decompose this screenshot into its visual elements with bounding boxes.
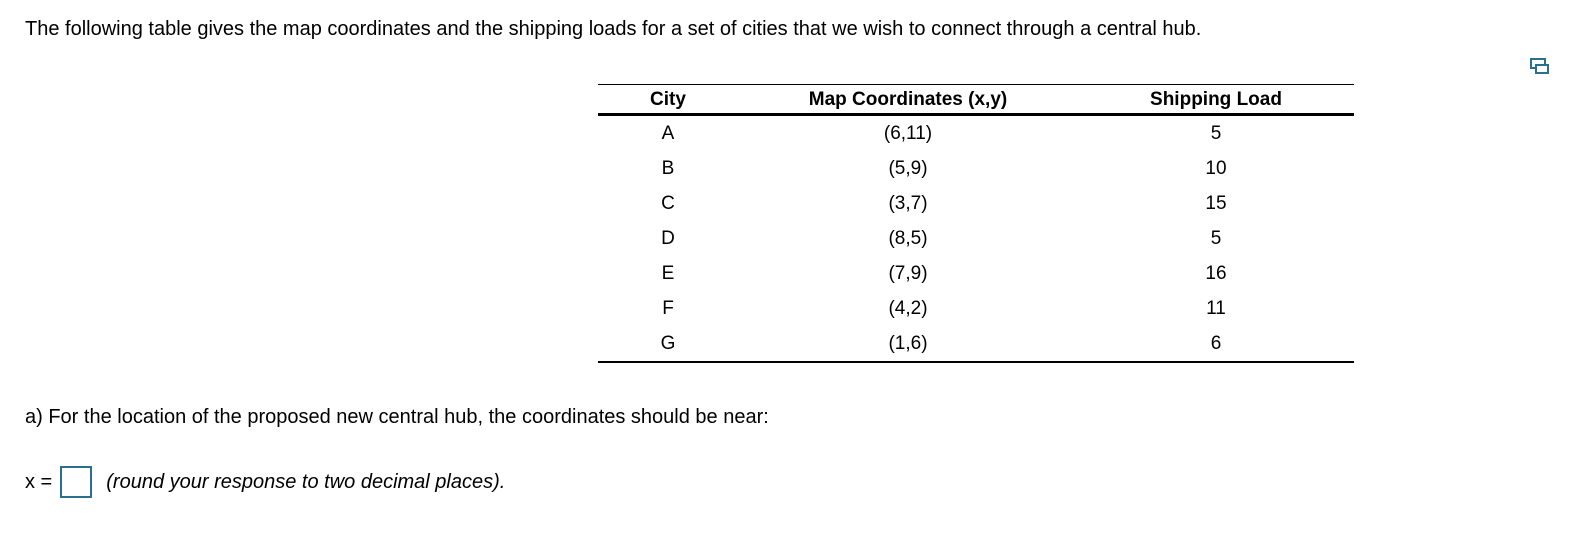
- x-answer-input[interactable]: [60, 466, 93, 498]
- cell-city: F: [662, 297, 674, 319]
- table-row: F (4,2) 11: [598, 291, 1354, 326]
- header-coordinates: Map Coordinates (x,y): [738, 84, 1078, 116]
- cell-coordinates: (1,6): [738, 326, 1078, 363]
- data-table: City Map Coordinates (x,y) Shipping Load…: [598, 84, 1354, 363]
- table-row: D (8,5) 5: [598, 221, 1354, 256]
- cell-load: 15: [1205, 192, 1227, 214]
- cell-city: G: [598, 326, 738, 363]
- cell-coordinates: (3,7): [888, 192, 928, 214]
- cell-city: E: [661, 262, 675, 284]
- table-row: C (3,7) 15: [598, 186, 1354, 221]
- table-row: A (6,11) 5: [598, 115, 1354, 152]
- cell-load: 5: [1210, 227, 1222, 249]
- question-text: a) For the location of the proposed new …: [25, 406, 769, 428]
- cell-city: C: [661, 192, 675, 214]
- answer-label: x =: [25, 470, 53, 493]
- cell-coordinates: (5,9): [888, 157, 928, 179]
- cell-coordinates: (4,2): [888, 297, 928, 319]
- table-row: E (7,9) 16: [598, 256, 1354, 291]
- intro-text: The following table gives the map coordi…: [25, 18, 1202, 40]
- answer-row: x = (round your response to two decimal …: [25, 466, 505, 498]
- cell-load: 5: [1210, 122, 1222, 144]
- cell-load: 6: [1078, 326, 1354, 363]
- header-load: Shipping Load: [1078, 84, 1354, 116]
- copy-table-icon[interactable]: [1530, 58, 1550, 74]
- table-row: G (1,6) 6: [598, 326, 1354, 363]
- header-city: City: [598, 84, 738, 116]
- cell-load: 16: [1205, 262, 1227, 284]
- cell-city: B: [661, 157, 675, 179]
- cell-city: A: [661, 122, 675, 144]
- cell-load: 11: [1206, 297, 1226, 319]
- answer-hint: (round your response to two decimal plac…: [106, 470, 506, 493]
- cell-coordinates: (8,5): [888, 227, 928, 249]
- cell-coordinates: (6,11): [883, 122, 933, 144]
- cell-load: 10: [1205, 157, 1227, 179]
- cell-coordinates: (7,9): [888, 262, 928, 284]
- table-row: B (5,9) 10: [598, 151, 1354, 186]
- cell-city: D: [661, 227, 675, 249]
